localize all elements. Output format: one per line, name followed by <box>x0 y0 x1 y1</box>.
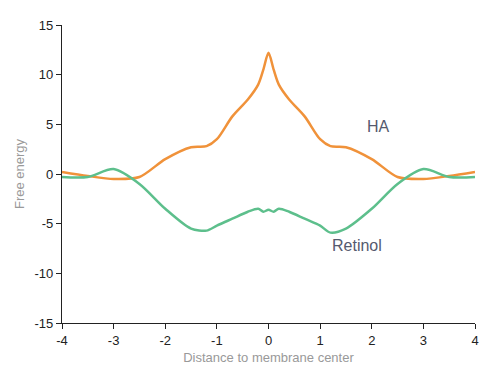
svg-text:Free energy: Free energy <box>12 138 27 209</box>
svg-text:15: 15 <box>39 18 53 33</box>
svg-text:4: 4 <box>471 333 478 348</box>
svg-text:0: 0 <box>265 333 272 348</box>
svg-text:10: 10 <box>39 67 53 82</box>
svg-text:-4: -4 <box>56 333 68 348</box>
svg-text:-10: -10 <box>34 266 53 281</box>
svg-text:-3: -3 <box>108 333 120 348</box>
svg-text:5: 5 <box>46 117 53 132</box>
svg-text:3: 3 <box>420 333 427 348</box>
svg-text:Retinol: Retinol <box>332 237 382 254</box>
svg-text:-1: -1 <box>211 333 223 348</box>
svg-text:2: 2 <box>368 333 375 348</box>
svg-text:Distance to membrane center: Distance to membrane center <box>183 350 354 365</box>
svg-text:-15: -15 <box>34 316 53 331</box>
svg-text:0: 0 <box>46 167 53 182</box>
svg-text:HA: HA <box>367 118 390 135</box>
svg-text:1: 1 <box>317 333 324 348</box>
svg-text:-5: -5 <box>42 216 54 231</box>
svg-text:-2: -2 <box>159 333 171 348</box>
